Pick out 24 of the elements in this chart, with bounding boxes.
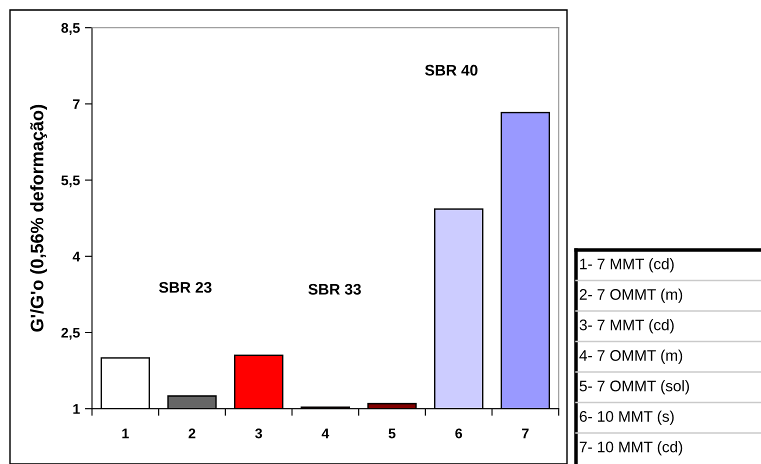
- x-tick-label: 6: [455, 428, 462, 438]
- y-tick-label: 7: [73, 99, 80, 109]
- text: 3- 7 MMT (cd): [580, 319, 674, 334]
- y-tick-label: 1: [73, 404, 80, 414]
- text: 4- 7 OMMT (m): [579, 350, 682, 364]
- annotation: SBR 40: [425, 64, 478, 76]
- x-tick-label: 3: [255, 428, 262, 438]
- x-tick-label: 1: [122, 428, 129, 438]
- y-tick-label: 5,5: [61, 176, 80, 188]
- annotation: SBR 23: [159, 282, 212, 293]
- annotation: SBR 33: [308, 284, 361, 295]
- y-tick-label: 4: [72, 252, 80, 262]
- x-tick-label: 5: [388, 428, 396, 438]
- text: 7- 10 MMT (cd): [580, 441, 682, 456]
- y-tick-label: 2,5: [61, 328, 80, 340]
- y-tick-label: 8,5: [61, 23, 80, 35]
- text: 2- 7 OMMT (m): [580, 288, 682, 303]
- x-tick-label: 2: [188, 428, 196, 438]
- y-axis-title: G'/G'o (0,56% deformação): [30, 104, 47, 332]
- text: 6- 10 MMT (s): [580, 410, 674, 425]
- text: 5- 7 OMMT (sol): [580, 380, 689, 394]
- x-tick-label: 4: [322, 428, 330, 438]
- text: 1- 7 MMT (cd): [580, 258, 674, 272]
- x-tick-label: 7: [522, 428, 529, 438]
